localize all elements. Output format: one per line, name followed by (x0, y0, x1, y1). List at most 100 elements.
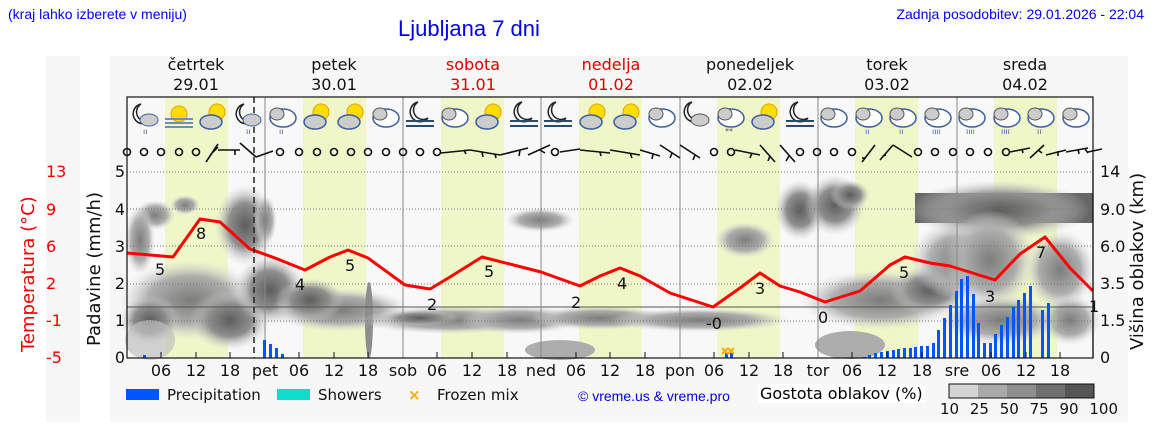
cloud-rain-icon: ıı (889, 107, 917, 136)
svg-text:8: 8 (196, 224, 206, 243)
temperature-line (126, 217, 1095, 309)
cloud-height-tick-1-5: 1.5 (1100, 311, 1126, 330)
day-header-0: četrtek 29.01 (126, 55, 266, 95)
svg-text:ıı: ıı (279, 127, 283, 136)
frozen-mix-x-icon: × (408, 386, 421, 404)
cloud-icon (820, 107, 848, 128)
sun-cloud-icon (751, 103, 778, 130)
day-name: sobota (445, 55, 501, 74)
day-name: torek (866, 55, 908, 74)
svg-text:4: 4 (617, 274, 627, 293)
x-tick: 18 (219, 361, 241, 380)
x-tick: 18 (772, 361, 794, 380)
x-tick: 18 (1049, 361, 1071, 380)
cloud-rain-icon: ıı (855, 107, 883, 136)
last-updated: Zadnja posodobitev: 29.01.2026 - 22:04 (896, 6, 1144, 22)
day-date: 02.02 (727, 75, 773, 94)
x-tick: 06 (288, 361, 310, 380)
x-tick: tor (806, 361, 830, 380)
x-tick: 12 (323, 361, 345, 380)
day-dividers (264, 97, 958, 358)
x-tick: sob (388, 361, 418, 380)
x-tick: 06 (565, 361, 587, 380)
precip-tick-2: 2 (114, 274, 125, 293)
temp-tick-6: 6 (46, 237, 57, 256)
cloud-density-ticks: 10 25 50 75 90 100 (940, 400, 1118, 418)
cloud-height-tick-0: 0 (1100, 348, 1111, 367)
density-tick: 100 (1089, 400, 1119, 418)
density-tick: 75 (1029, 400, 1049, 418)
wind-row (122, 142, 1103, 163)
svg-text:ıı: ıı (143, 127, 147, 136)
temp-tick-2: 2 (46, 274, 57, 293)
precip-tick-0: 0 (114, 348, 125, 367)
day-name: nedelja (581, 55, 641, 74)
moon-cloud-rain-icon: ıı (235, 103, 262, 136)
cloud-density-map (120, 175, 1100, 360)
day-name: petek (311, 55, 357, 74)
cloud-density-scale (948, 383, 1095, 399)
day-header-6: sreda 04.02 (955, 55, 1095, 95)
svg-text:5: 5 (484, 262, 494, 281)
day-header-1: petek 30.01 (264, 55, 404, 95)
svg-text:3: 3 (755, 279, 765, 298)
x-tick: 06 (150, 361, 172, 380)
precipitation-swatch (126, 389, 159, 400)
cloud-height-tick-14: 14 (1100, 162, 1121, 181)
temp-tick-9: 9 (46, 200, 57, 219)
x-tick: 12 (738, 361, 760, 380)
moon-fog-icon (544, 101, 572, 127)
temp-tick-m1: -1 (46, 311, 62, 330)
day-name: sreda (1002, 55, 1048, 74)
temperature-axis-panel (46, 56, 80, 422)
sun-cloud-icon (475, 103, 502, 130)
day-date: 30.01 (311, 75, 357, 94)
day-date: 29.01 (173, 75, 219, 94)
day-date: 04.02 (1002, 75, 1048, 94)
cloud-height-tick-3-5: 3.5 (1100, 274, 1126, 293)
x-axis-ticks (160, 352, 1061, 358)
x-tick: sre (944, 361, 970, 380)
precip-tick-5: 5 (114, 162, 125, 181)
moon-fog-icon (510, 101, 538, 127)
x-tick: ned (525, 361, 557, 380)
svg-text:7: 7 (1036, 243, 1046, 262)
x-tick: 06 (703, 361, 725, 380)
cloud-icon (372, 107, 400, 128)
svg-text:1: 1 (1089, 297, 1099, 316)
location-hint-link[interactable]: (kraj lahko izberete v meniju) (8, 6, 187, 22)
x-tick: pon (664, 361, 696, 380)
precipitation-legend-label: Precipitation (167, 386, 261, 404)
precip-tick-3: 3 (114, 237, 125, 256)
showers-legend-label: Showers (318, 386, 382, 404)
svg-text:**: ** (725, 127, 733, 136)
showers-swatch (277, 389, 310, 400)
frozen-mix-markers (721, 347, 735, 355)
density-tick: 25 (969, 400, 989, 418)
svg-text:ıı: ıı (1037, 127, 1041, 136)
x-tick: 18 (911, 361, 933, 380)
temperature-axis-title: Temperatura (°C) (18, 196, 39, 352)
cloud-height-tick-9: 9.0 (1100, 200, 1126, 219)
sun-cloud-icon (199, 103, 226, 130)
x-tick: 18 (496, 361, 518, 380)
day-date: 31.01 (450, 75, 496, 94)
temperature-labels: 5 8 4 5 2 5 2 4 -0 3 0 5 3 7 1 (155, 224, 1099, 333)
gridlines (127, 171, 1093, 322)
x-tick: 12 (599, 361, 621, 380)
x-tick: 06 (980, 361, 1002, 380)
x-tick: 06 (426, 361, 448, 380)
cloud-height-axis-title: Višina oblakov (km) (1127, 172, 1148, 350)
sun-cloud-icon (579, 103, 606, 130)
svg-text:-0: -0 (706, 314, 722, 333)
x-tick: 12 (461, 361, 483, 380)
cloud-heavy-rain-icon: ıııı (924, 107, 952, 136)
moon-cloud-rain-icon: ıı (132, 103, 159, 136)
copyright-link[interactable]: © vreme.us & vreme.pro (578, 388, 730, 404)
precip-tick-4: 4 (114, 200, 125, 219)
x-tick: pet (251, 361, 279, 380)
x-tick: 12 (876, 361, 898, 380)
cloud-height-tick-6: 6.0 (1100, 237, 1126, 256)
cloud-rain-icon: ıı (269, 107, 297, 136)
